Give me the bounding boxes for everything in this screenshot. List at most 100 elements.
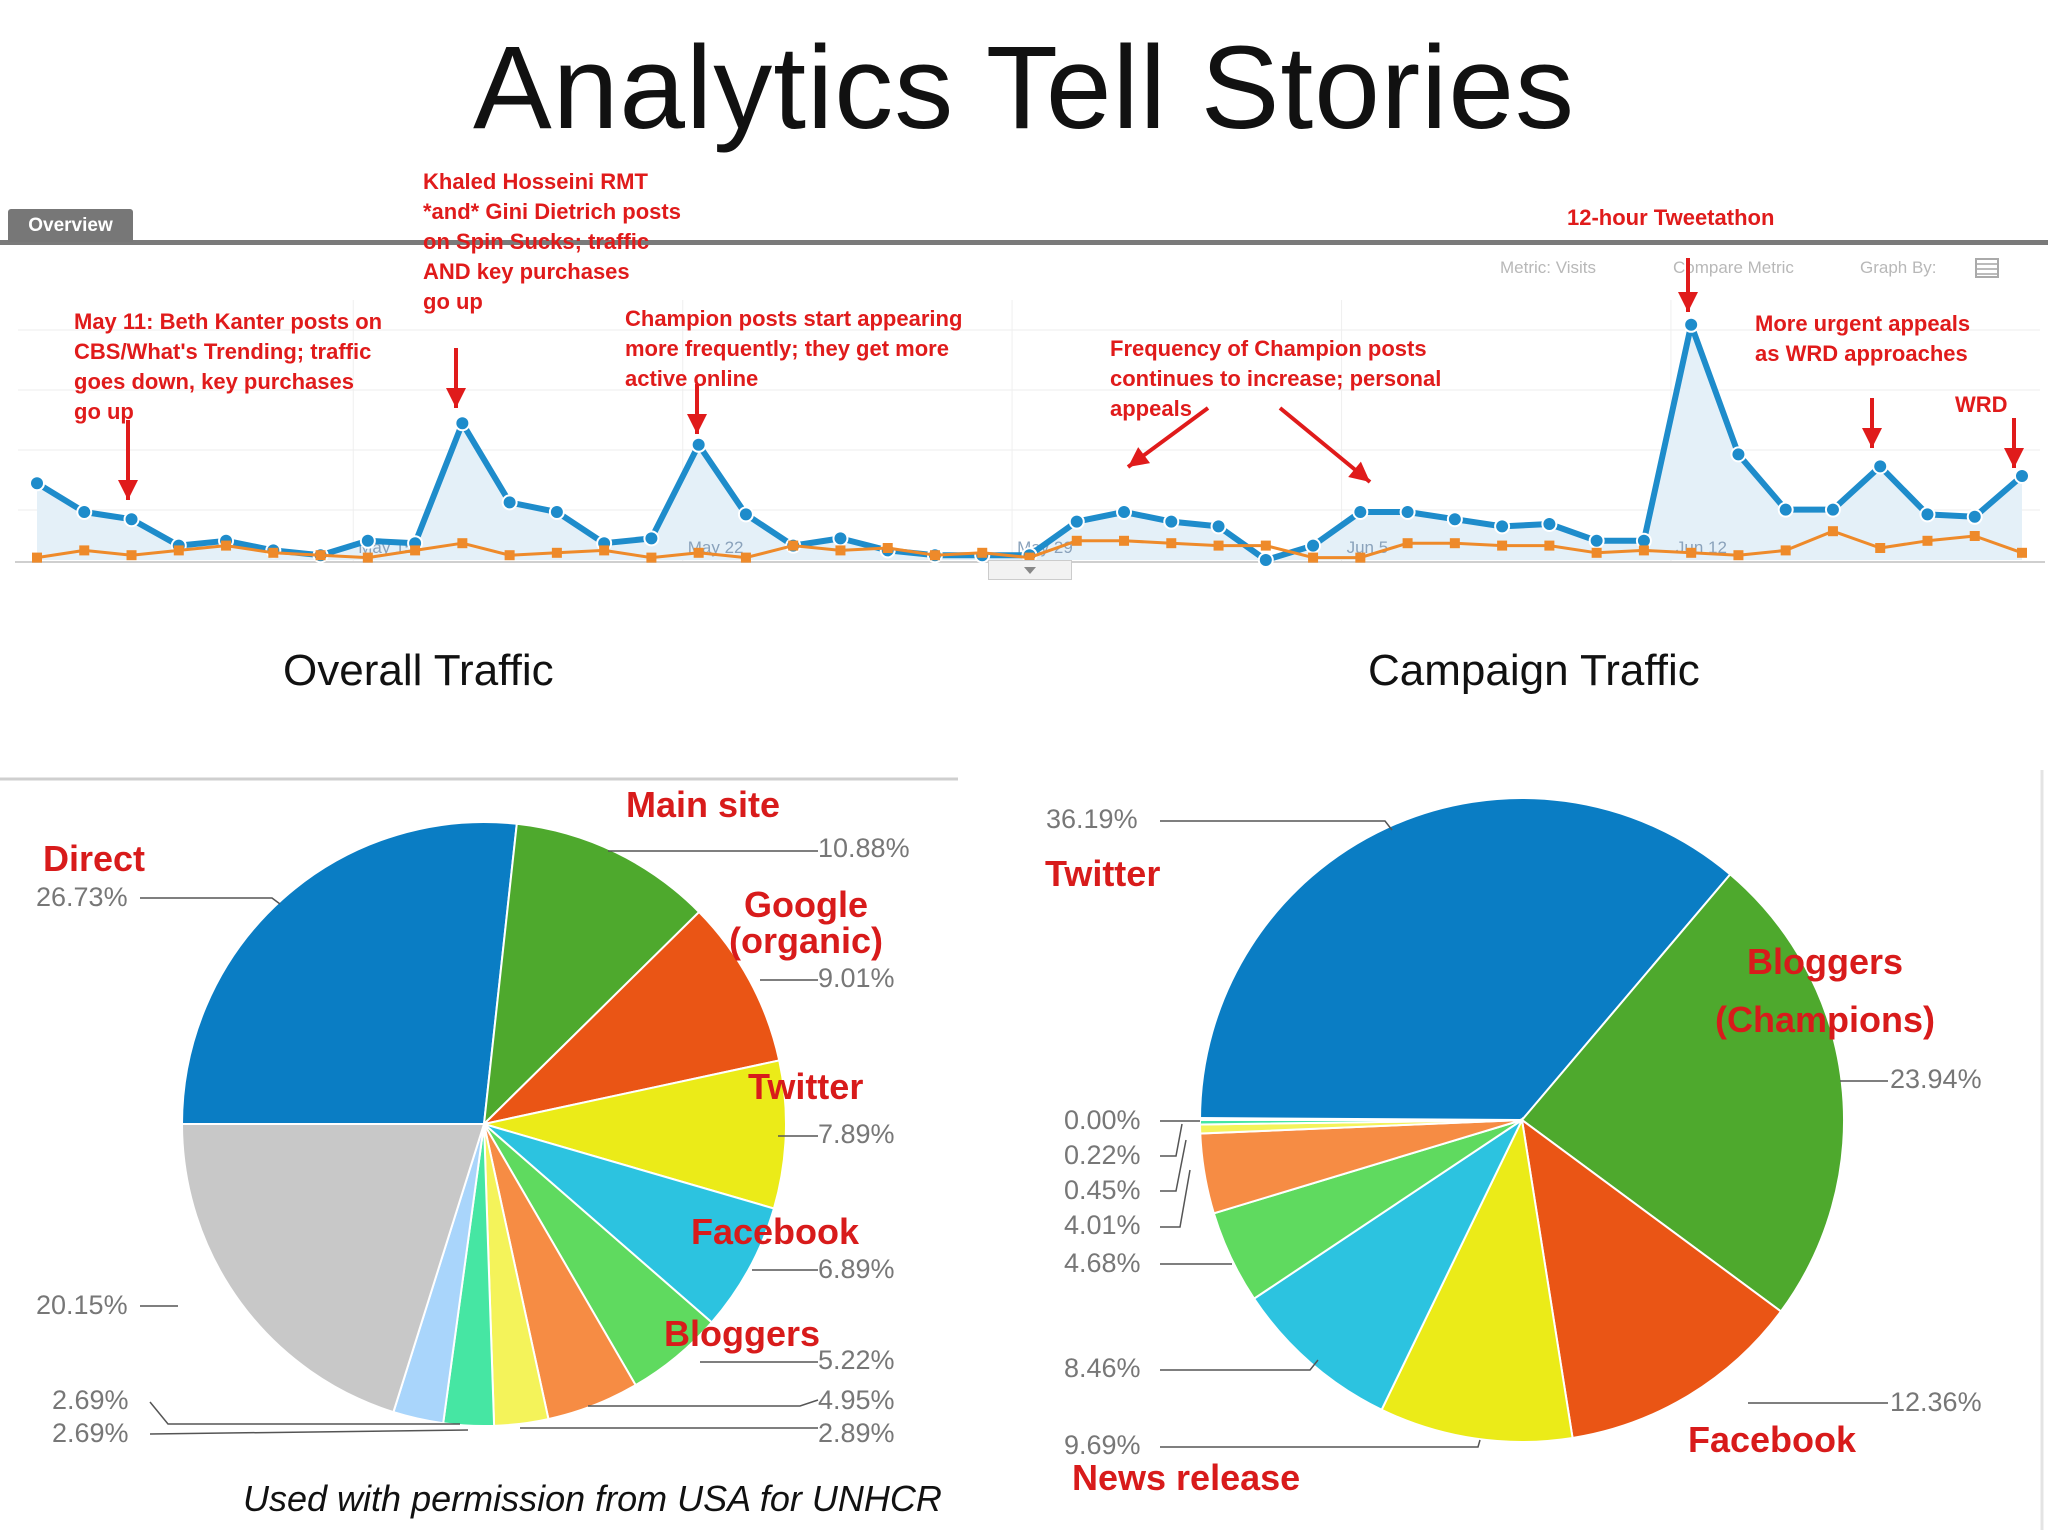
annotation-frequency-champion: Frequency of Champion posts continues to … [1110, 334, 1441, 424]
annotation-arrowhead [687, 414, 707, 434]
campaign-leader-slice-7 [1160, 1169, 1191, 1228]
campaign-point [1969, 531, 1980, 541]
campaign-pie-slice-3 [1520, 1117, 1783, 1440]
overall-label-direct: Direct [43, 838, 146, 879]
tab-overview[interactable]: Overview [8, 209, 133, 242]
campaign-value-twitter: 36.19% [1046, 804, 1138, 834]
visits-point [359, 532, 376, 549]
annotation-line: *and* Gini Dietrich posts [423, 199, 681, 224]
compare-metric-label[interactable]: Compare Metric [1673, 258, 1794, 277]
campaign-point [1308, 552, 1319, 563]
annotation-line: May 11: Beth Kanter posts on [74, 309, 383, 334]
visits-point [1824, 501, 1841, 518]
visits-point [1919, 506, 1936, 523]
campaign-point [1922, 535, 1933, 546]
overall-label-main-site: Main site [626, 784, 781, 825]
overall-value-facebook: 6.89% [818, 1254, 895, 1284]
annotation-line: CBS/What's Trending; traffic [74, 339, 372, 364]
overall-value-twitter: 7.89% [818, 1119, 895, 1149]
annotation-arrowhead [1678, 292, 1698, 312]
visits-point [1872, 458, 1889, 475]
annotation-arrowhead [118, 480, 138, 500]
overall-value-slice-9: 2.69% [52, 1385, 129, 1415]
campaign-point [32, 552, 42, 563]
overall-leader-slice-9 [149, 1401, 460, 1425]
campaign-point [126, 550, 137, 561]
annotation-urgent-appeals: More urgent appeals as WRD approaches [1755, 309, 1970, 369]
visits-point [1730, 446, 1747, 463]
visits-point [1494, 518, 1511, 535]
campaign-pie-slice-10 [1198, 1117, 1523, 1121]
campaign-point [2017, 547, 2027, 558]
overall-value-main-site: 10.88% [818, 833, 910, 863]
campaign-point [79, 545, 90, 556]
permission-credit: Used with permission from USA for UNHCR [243, 1478, 942, 1519]
visits-point [1541, 516, 1558, 532]
campaign-point [173, 545, 184, 556]
visits-point [1068, 513, 1085, 530]
campaign-point [268, 547, 279, 558]
campaign-leader-slice-9 [1160, 1123, 1183, 1157]
campaign-leader-news-release [1160, 1439, 1481, 1448]
visits-point [123, 511, 140, 528]
visits-point [1305, 537, 1322, 554]
visits-point [643, 530, 660, 547]
campaign-point [1449, 538, 1460, 549]
campaign-point [977, 547, 988, 558]
campaign-value-slice-8: 0.45% [1064, 1175, 1141, 1205]
campaign-point [1355, 552, 1366, 563]
campaign-label-bloggers-champions: Bloggers (Champions) [1715, 941, 1935, 1040]
overall-pie-slice-3 [480, 910, 781, 1126]
annotation-line: appeals [1110, 396, 1192, 421]
overall-pie-slice-4 [483, 1059, 787, 1210]
campaign-label-twitter: Twitter [1045, 853, 1161, 894]
overall-label-twitter: Twitter [748, 1066, 864, 1107]
campaign-point [1213, 540, 1224, 551]
campaign-point [1119, 535, 1130, 546]
campaign-point [410, 545, 421, 556]
campaign-point [504, 550, 515, 561]
campaign-point [1402, 538, 1413, 549]
annotation-beth-kanter: May 11: Beth Kanter posts on CBS/What's T… [74, 307, 382, 427]
visits-point [1446, 511, 1463, 528]
campaign-point [1166, 538, 1177, 549]
collapse-chart-button[interactable] [988, 560, 1072, 580]
campaign-point [788, 540, 799, 551]
campaign-point [1875, 543, 1886, 553]
metric-visits-label[interactable]: Metric: Visits [1500, 258, 1597, 277]
overall-value-direct: 26.73% [36, 882, 128, 912]
visits-point [1257, 552, 1274, 568]
campaign-point [1827, 526, 1838, 537]
campaign-point [1071, 535, 1082, 546]
campaign-pie-slice-4 [1380, 1116, 1574, 1443]
visits-point [690, 436, 707, 453]
visits-point [832, 530, 849, 547]
visits-point [454, 415, 471, 432]
overall-label-facebook: Facebook [691, 1211, 860, 1252]
overall-pie-slice-2 [482, 822, 701, 1127]
campaign-point [1497, 540, 1508, 551]
campaign-point [835, 545, 846, 556]
overview-tab-bar [0, 240, 2048, 245]
visits-point [29, 475, 45, 492]
campaign-value-slice-5: 8.46% [1064, 1353, 1141, 1383]
visits-point [1683, 316, 1700, 333]
annotation-arrowhead [446, 388, 466, 408]
annotation-line: Champion posts start appearing [625, 306, 963, 331]
visits-point [1966, 508, 1983, 525]
overall-value-other: 20.15% [36, 1290, 128, 1320]
graph-by-icon[interactable] [1975, 258, 1999, 278]
campaign-value-facebook: 12.36% [1890, 1387, 1982, 1417]
visits-point [1210, 518, 1227, 535]
campaign-value-slice-7: 4.01% [1064, 1210, 1141, 1240]
visits-point [1352, 504, 1369, 520]
overall-value-slice-10: 2.69% [52, 1418, 129, 1448]
campaign-leader-slice-8 [1160, 1139, 1187, 1192]
campaign-value-slice-6: 4.68% [1064, 1248, 1141, 1278]
slide-title: Analytics Tell Stories [473, 22, 1575, 154]
annotation-line: AND key purchases [423, 259, 630, 284]
campaign-pie-slice-1 [1198, 797, 1732, 1121]
campaign-point [882, 543, 893, 553]
annotation-line: more frequently; they get more [625, 336, 949, 361]
